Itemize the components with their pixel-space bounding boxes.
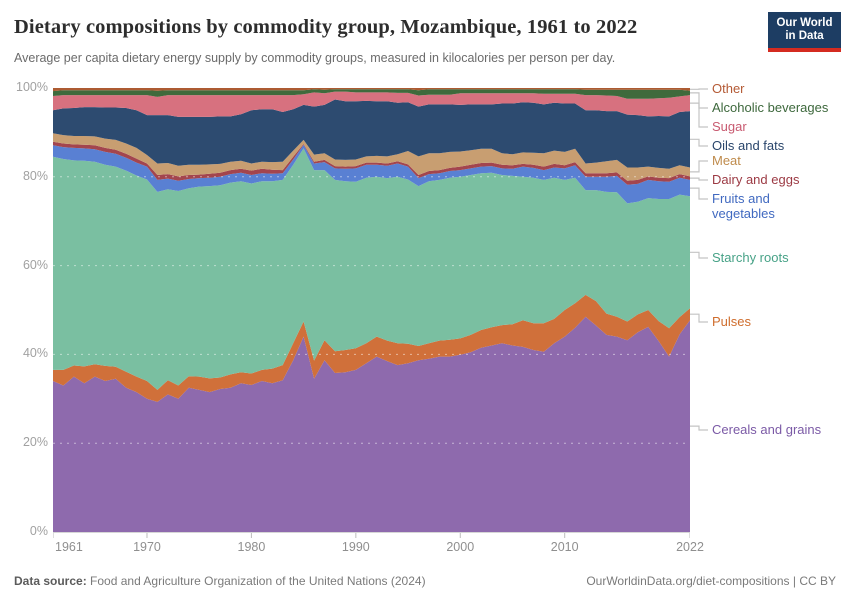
x-axis-label: 1990 bbox=[341, 540, 370, 554]
chart-subtitle: Average per capita dietary energy supply… bbox=[14, 51, 616, 65]
other-area[interactable] bbox=[53, 88, 690, 92]
starchy-roots-area[interactable] bbox=[53, 148, 690, 390]
legend-connector-cereals-and-grains bbox=[690, 425, 708, 431]
page-title: Dietary compositions by commodity group,… bbox=[14, 16, 638, 38]
fruits-and-vegetables-area[interactable] bbox=[53, 144, 690, 204]
legend-label-alcoholic-beverages[interactable]: Alcoholic beverages bbox=[712, 100, 829, 115]
legend-label-starchy-roots[interactable]: Starchy roots bbox=[712, 250, 789, 265]
legend-connector-pulses bbox=[690, 313, 708, 323]
license-badge: CC BY bbox=[799, 574, 836, 588]
legend-connector-dairy-and-eggs bbox=[690, 177, 708, 181]
sugar-area[interactable] bbox=[53, 91, 690, 117]
x-axis-label: 2010 bbox=[550, 540, 579, 554]
legend-label-fruits-and-vegetables[interactable]: Fruits and vegetables bbox=[712, 191, 775, 221]
footer-separator: | bbox=[789, 574, 800, 588]
owid-logo-line2: in Data bbox=[785, 30, 824, 42]
legend-connector-meat bbox=[690, 160, 708, 173]
y-axis-label: 100% bbox=[16, 80, 48, 94]
x-axis-label: 1980 bbox=[237, 540, 266, 554]
oils-and-fats-area[interactable] bbox=[53, 99, 690, 169]
legend-label-pulses[interactable]: Pulses bbox=[712, 314, 752, 329]
legend-connector-oils-and-fats bbox=[690, 138, 708, 147]
chart-footer: Data source: Food and Agriculture Organi… bbox=[0, 568, 850, 600]
legend-connectors bbox=[690, 88, 708, 431]
meat-area[interactable] bbox=[53, 133, 690, 181]
legend-label-oils-and-fats[interactable]: Oils and fats bbox=[712, 138, 785, 153]
x-axis-label: 1970 bbox=[133, 540, 161, 554]
x-axis-label: 2022 bbox=[676, 540, 704, 554]
pulses-area[interactable] bbox=[53, 294, 690, 402]
legend-label-other[interactable]: Other bbox=[712, 81, 745, 96]
y-axis-label: 0% bbox=[29, 524, 48, 538]
stacked-area-plot[interactable] bbox=[53, 88, 690, 540]
y-axis-label: 40% bbox=[22, 346, 48, 361]
legend-label-meat[interactable]: Meat bbox=[712, 153, 741, 168]
legend-connector-fruits-and-vegetables bbox=[690, 187, 708, 200]
owid-link[interactable]: OurWorldinData.org/diet-compositions bbox=[586, 574, 790, 588]
legend-label-dairy-and-eggs[interactable]: Dairy and eggs bbox=[712, 172, 800, 187]
legend-label-sugar[interactable]: Sugar bbox=[712, 119, 747, 134]
owid-logo[interactable]: Our World in Data bbox=[768, 12, 841, 52]
owid-logo-line1: Our World bbox=[776, 17, 833, 29]
data-source: Data source: Food and Agriculture Organi… bbox=[14, 574, 426, 600]
data-source-label: Data source: bbox=[14, 574, 87, 588]
cereals-and-grains-area[interactable] bbox=[53, 316, 690, 532]
dairy-and-eggs-area[interactable] bbox=[53, 141, 690, 185]
legend-connector-alcoholic-beverages bbox=[690, 92, 708, 109]
legend-connector-sugar bbox=[690, 102, 708, 128]
x-axis-label: 2000 bbox=[446, 540, 475, 554]
data-source-text: Food and Agriculture Organization of the… bbox=[86, 574, 426, 588]
legend-connector-starchy-roots bbox=[690, 251, 708, 259]
x-axis-label: 1961 bbox=[55, 540, 83, 554]
y-axis-label: 60% bbox=[22, 257, 48, 272]
alcoholic-beverages-area[interactable] bbox=[53, 89, 690, 99]
legend-label-cereals-and-grains[interactable]: Cereals and grains bbox=[712, 422, 822, 437]
y-axis-label: 80% bbox=[22, 168, 48, 183]
footer-right: OurWorldinData.org/diet-compositions | C… bbox=[586, 574, 836, 600]
y-axis-label: 20% bbox=[22, 435, 48, 450]
